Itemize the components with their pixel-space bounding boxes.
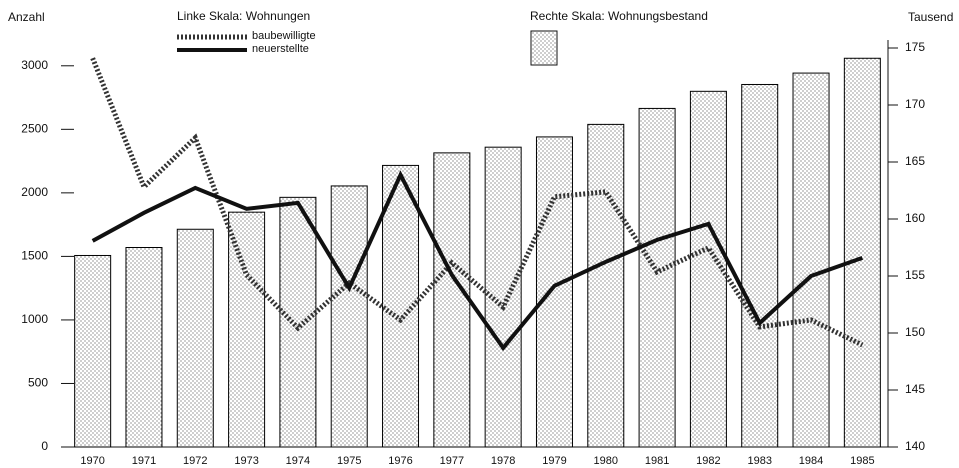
y-tick-label: 3000: [21, 58, 48, 72]
y-tick-label: 2000: [21, 185, 48, 199]
line: [90, 57, 864, 348]
x-tick-label: 1979: [542, 455, 566, 467]
x-tick-label: 1975: [337, 455, 361, 467]
x-tick-label: 1976: [388, 455, 412, 467]
bar: [741, 83, 779, 448]
x-tick-label: 1973: [234, 455, 258, 467]
bar: [689, 90, 727, 448]
bar: [279, 196, 317, 448]
x-tick-label: 1985: [850, 455, 874, 467]
legend-title: Linke Skala: Wohnungen: [177, 9, 310, 23]
x-tick-label: 1982: [696, 455, 720, 467]
y-tick-label: 0: [41, 439, 48, 453]
x-tick-label: 1977: [440, 455, 464, 467]
legend-label: baubewilligte: [252, 30, 316, 42]
y2-tick-label: 140: [905, 439, 925, 453]
x-tick-label: 1970: [80, 455, 104, 467]
bar: [433, 152, 471, 448]
x-tick-label: 1974: [286, 455, 310, 467]
y-tick-label: 2500: [21, 121, 48, 135]
x-tick-label: 1983: [747, 455, 771, 467]
y2-tick-label: 155: [905, 268, 925, 282]
y2-tick-label: 150: [905, 325, 925, 339]
bar: [382, 164, 420, 448]
y2-tick-label: 145: [905, 382, 925, 396]
x-tick-label: 1971: [132, 455, 156, 467]
bar: [792, 72, 830, 448]
bar: [843, 57, 881, 448]
line: [91, 170, 864, 352]
legend-label: neuerstellte: [252, 43, 309, 55]
bar: [330, 185, 368, 448]
bar: [638, 107, 676, 448]
bar: [74, 254, 112, 448]
y-tick-label: 1500: [21, 249, 48, 263]
bar: [176, 228, 214, 448]
x-tick-label: 1981: [645, 455, 669, 467]
legend-title: Rechte Skala: Wohnungsbestand: [530, 9, 708, 23]
bar: [484, 146, 522, 448]
x-tick-label: 1984: [799, 455, 823, 467]
bar: [535, 136, 573, 448]
legend-swatch: [530, 30, 558, 66]
bar: [228, 211, 266, 448]
x-tick-label: 1972: [183, 455, 207, 467]
y-axis-label: Anzahl: [8, 10, 45, 24]
y2-axis-label: Tausend: [908, 10, 953, 24]
y2-tick-label: 170: [905, 97, 925, 111]
bar: [587, 123, 625, 448]
y2-tick-label: 175: [905, 40, 925, 54]
x-tick-label: 1978: [491, 455, 515, 467]
bar: [125, 247, 163, 448]
y-tick-label: 500: [28, 376, 48, 390]
x-tick-label: 1980: [594, 455, 618, 467]
y2-tick-label: 160: [905, 211, 925, 225]
y-tick-label: 1000: [21, 312, 48, 326]
y2-tick-label: 165: [905, 154, 925, 168]
